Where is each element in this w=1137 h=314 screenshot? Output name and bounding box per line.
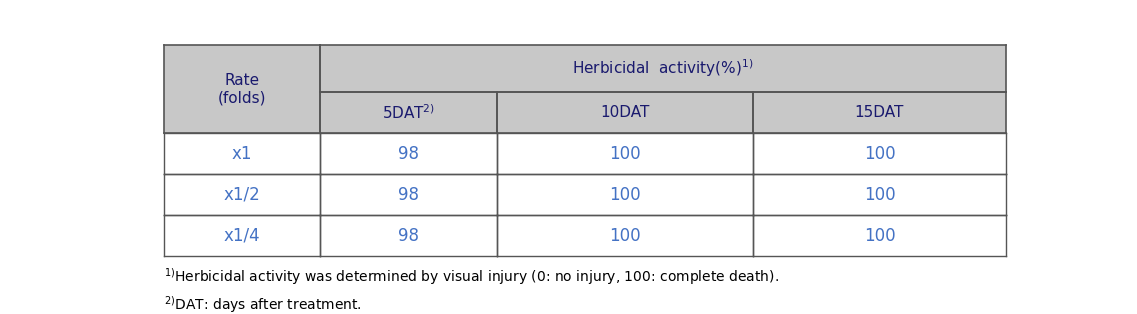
Text: 100: 100 xyxy=(864,227,895,245)
Text: 10DAT: 10DAT xyxy=(600,105,649,120)
Text: $^{2)}$DAT: days after treatment.: $^{2)}$DAT: days after treatment. xyxy=(164,294,362,314)
Text: Rate
(folds): Rate (folds) xyxy=(218,73,266,105)
Bar xyxy=(753,92,1006,133)
Bar xyxy=(497,92,753,133)
Text: 100: 100 xyxy=(609,145,641,163)
Bar xyxy=(753,174,1006,215)
Text: 100: 100 xyxy=(864,145,895,163)
Text: 100: 100 xyxy=(864,186,895,204)
Text: 100: 100 xyxy=(609,186,641,204)
Bar xyxy=(319,45,1006,92)
Text: 98: 98 xyxy=(398,186,418,204)
Bar xyxy=(319,215,497,257)
Text: 15DAT: 15DAT xyxy=(855,105,904,120)
Bar xyxy=(319,133,497,174)
Bar xyxy=(164,45,319,133)
Bar xyxy=(319,92,497,133)
Text: x1/2: x1/2 xyxy=(224,186,260,204)
Text: 98: 98 xyxy=(398,227,418,245)
Bar xyxy=(164,133,319,174)
Bar xyxy=(497,174,753,215)
Text: Herbicidal  activity(%)$^{1)}$: Herbicidal activity(%)$^{1)}$ xyxy=(572,58,754,79)
Bar xyxy=(497,133,753,174)
Bar xyxy=(753,133,1006,174)
Text: 100: 100 xyxy=(609,227,641,245)
Text: 5DAT$^{2)}$: 5DAT$^{2)}$ xyxy=(382,103,434,122)
Bar xyxy=(497,215,753,257)
Bar xyxy=(753,215,1006,257)
Bar xyxy=(164,174,319,215)
Text: x1: x1 xyxy=(232,145,252,163)
Text: $^{1)}$Herbicidal activity was determined by visual injury (0: no injury, 100: c: $^{1)}$Herbicidal activity was determine… xyxy=(164,266,779,287)
Text: x1/4: x1/4 xyxy=(224,227,260,245)
Bar xyxy=(164,215,319,257)
Text: 98: 98 xyxy=(398,145,418,163)
Bar xyxy=(319,174,497,215)
